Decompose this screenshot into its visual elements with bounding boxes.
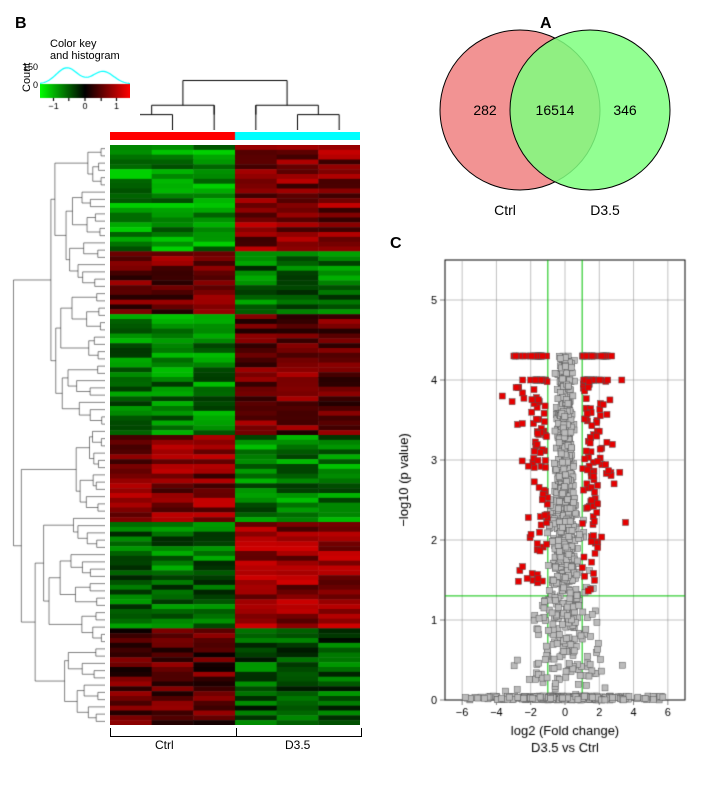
sample-ctrl-bracket: [110, 728, 237, 737]
colorkey-canvas: [40, 64, 130, 110]
volcano-canvas: [390, 240, 700, 760]
svg-text:D3.5: D3.5: [590, 202, 620, 218]
colorkey-title2: and histogram: [50, 50, 120, 62]
heatmap-matrix: [110, 145, 360, 725]
column-dendrogram: [140, 75, 360, 130]
svg-text:346: 346: [613, 102, 637, 118]
volcano-plot: [390, 240, 700, 760]
sample-d35-bracket: [236, 728, 362, 737]
sample-label-d35: D3.5: [285, 738, 310, 752]
heatmap-panel: Color key and histogram Count 150 0 Ctrl…: [10, 20, 370, 770]
svg-text:16514: 16514: [536, 102, 575, 118]
svg-text:Ctrl: Ctrl: [494, 202, 516, 218]
figure-container: A B C 28216514346CtrlD3.5 Color key and …: [10, 10, 699, 776]
svg-text:282: 282: [473, 102, 497, 118]
row-dendrogram: [10, 145, 105, 725]
group-color-bar: [110, 132, 360, 140]
venn-diagram: 282 16514 346 Ctrl D3.5: [390, 20, 690, 220]
sample-label-ctrl: Ctrl: [155, 738, 174, 752]
colorkey-ymid: 0: [33, 80, 38, 90]
colorkey-title1: Color key: [50, 38, 96, 50]
colorkey-ymax: 150: [23, 62, 38, 72]
